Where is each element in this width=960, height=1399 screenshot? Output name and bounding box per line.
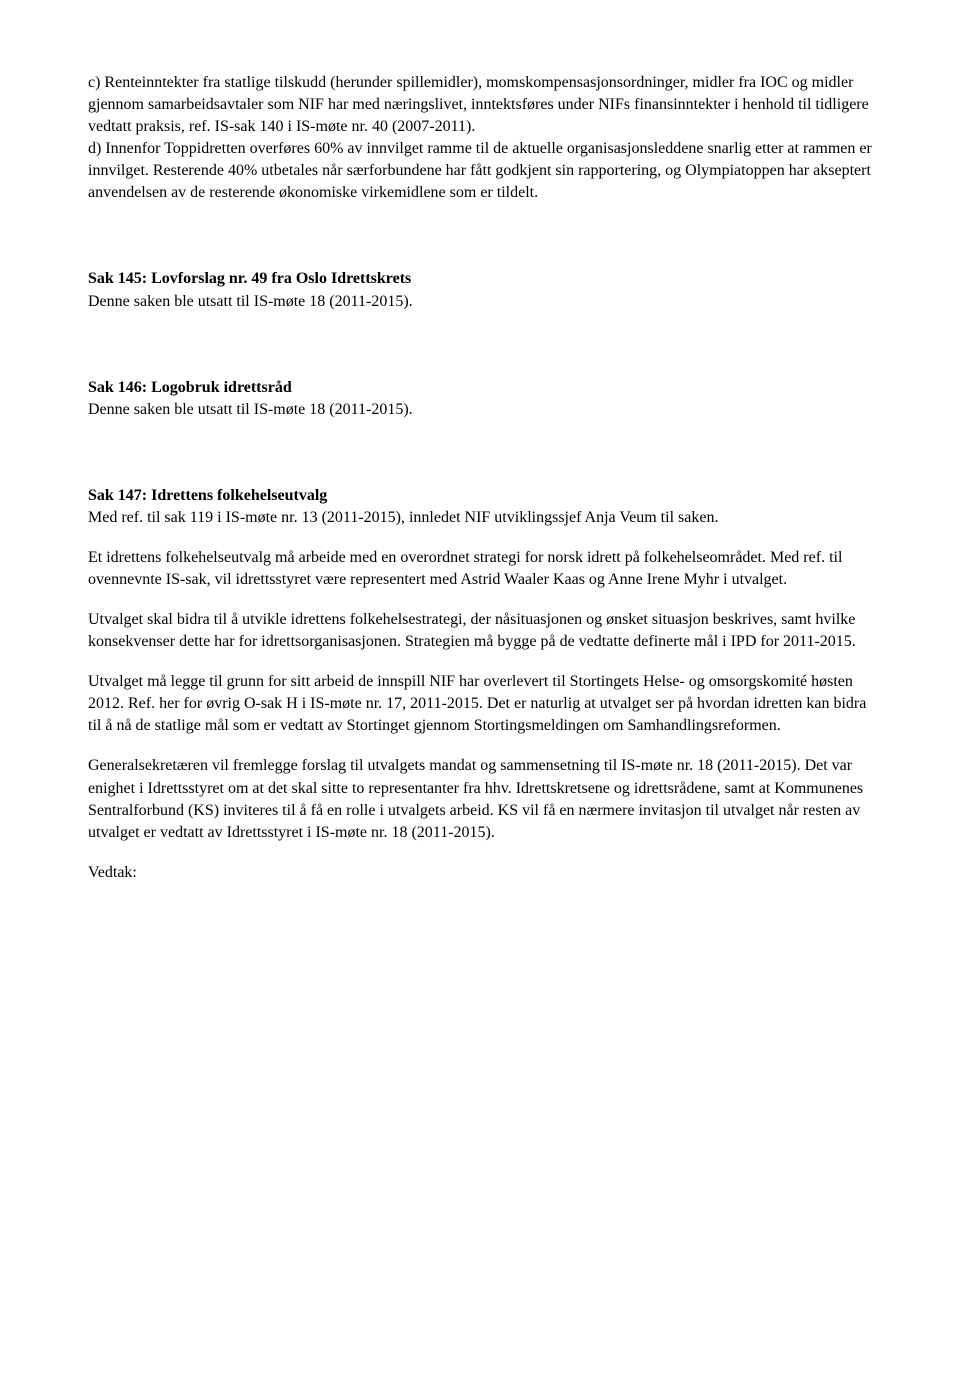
sak-147-p3: Utvalget skal bidra til å utvikle idrett… [88,609,872,653]
sak-145-heading: Sak 145: Lovforslag nr. 49 fra Oslo Idre… [88,268,872,290]
sak-146-heading: Sak 146: Logobruk idrettsråd [88,377,872,399]
sak-146-body: Denne saken ble utsatt til IS-møte 18 (2… [88,399,872,421]
spacer [88,222,872,268]
sak-145-body: Denne saken ble utsatt til IS-møte 18 (2… [88,291,872,313]
sak-147-p2: Et idrettens folkehelseutvalg må arbeide… [88,547,872,591]
sak-147-p1: Med ref. til sak 119 i IS-møte nr. 13 (2… [88,507,872,529]
sak-147-heading: Sak 147: Idrettens folkehelseutvalg [88,485,872,507]
paragraph-c-d: c) Renteinntekter fra statlige tilskudd … [88,72,872,204]
sak-147-p4: Utvalget må legge til grunn for sitt arb… [88,671,872,737]
sak-147-p5: Generalsekretæren vil fremlegge forslag … [88,755,872,843]
vedtak-label: Vedtak: [88,862,872,884]
spacer [88,331,872,377]
spacer [88,439,872,485]
